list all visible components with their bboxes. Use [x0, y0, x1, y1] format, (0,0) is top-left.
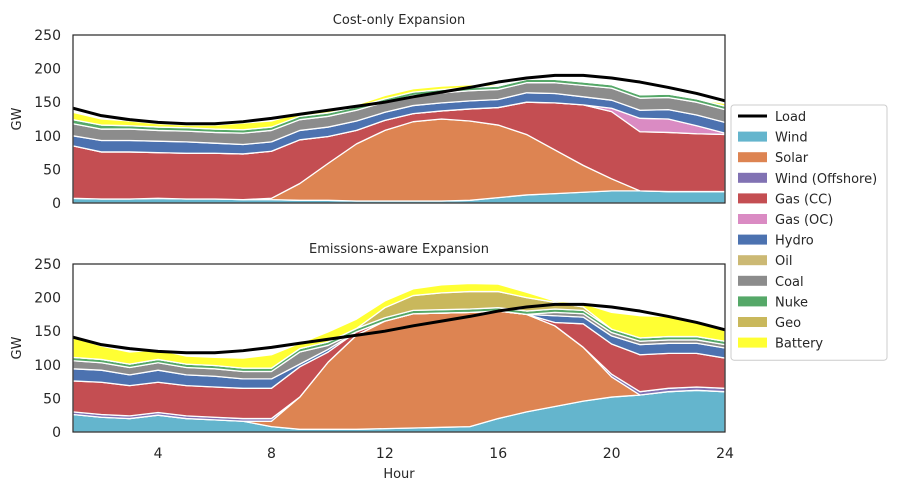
load-line-panel-2 [73, 302, 725, 355]
y-tick-label-50-panel-1: 50 [43, 162, 61, 178]
plot-frame-panel-2 [72, 263, 726, 433]
legend-label-gas-cc: Gas (CC) [775, 192, 832, 207]
legend-swatch-wind-off [738, 172, 767, 183]
legend-label-solar: Solar [775, 151, 809, 166]
legend-label-load: Load [775, 110, 806, 125]
legend-label-oil: Oil [775, 254, 792, 269]
y-tick-label-100-panel-2: 100 [34, 358, 61, 374]
legend-label-coal: Coal [775, 275, 804, 290]
legend-label-hydro: Hydro [775, 234, 814, 249]
legend-box [730, 104, 888, 361]
plot-frame-panel-1 [72, 34, 726, 204]
legend-swatch-hydro [738, 234, 767, 245]
y-tick-label-0-panel-1: 0 [52, 196, 61, 212]
load-line-panel-1 [73, 73, 725, 126]
y-axis-title-panel-2: GW [10, 336, 25, 359]
legend-swatch-gas-cc [738, 193, 767, 204]
legend-swatch-solar [738, 152, 767, 163]
legend-swatch-oil [738, 255, 767, 266]
x-tick-label-8: 8 [267, 446, 276, 462]
y-tick-label-0-panel-2: 0 [52, 425, 61, 441]
legend-swatch-geo [738, 317, 767, 327]
legend-swatch-nuke [738, 296, 767, 307]
legend-label-wind-off: Wind (Offshore) [775, 172, 877, 187]
legend-swatch-coal [738, 275, 767, 286]
x-tick-label-20: 20 [603, 446, 621, 462]
y-tick-label-150-panel-1: 150 [34, 95, 61, 111]
legend-swatch-gas-oc [738, 214, 767, 224]
y-axis-title-panel-1: GW [10, 107, 25, 130]
legend-swatch-wind [738, 131, 767, 142]
y-tick-label-200-panel-2: 200 [34, 291, 61, 307]
y-tick-label-250-panel-2: 250 [34, 257, 61, 273]
y-tick-label-100-panel-1: 100 [34, 129, 61, 145]
y-tick-label-50-panel-2: 50 [43, 391, 61, 407]
x-tick-label-4: 4 [154, 446, 163, 462]
y-tick-label-150-panel-2: 150 [34, 324, 61, 340]
panel-title-2: Emissions-aware Expansion [309, 242, 489, 257]
legend-label-wind: Wind [775, 131, 808, 146]
x-tick-label-16: 16 [489, 446, 507, 462]
legend-label-gas-oc: Gas (OC) [775, 213, 833, 228]
x-tick-label-24: 24 [716, 446, 734, 462]
legend-label-geo: Geo [775, 316, 801, 331]
x-axis-title: Hour [383, 467, 415, 482]
y-tick-label-250-panel-1: 250 [34, 28, 61, 44]
legend-swatch-battery [738, 337, 767, 348]
panel-title-1: Cost-only Expansion [333, 13, 465, 28]
x-tick-label-12: 12 [376, 446, 394, 462]
y-tick-label-200-panel-1: 200 [34, 62, 61, 78]
legend-label-nuke: Nuke [775, 295, 808, 310]
legend-label-battery: Battery [775, 337, 823, 352]
